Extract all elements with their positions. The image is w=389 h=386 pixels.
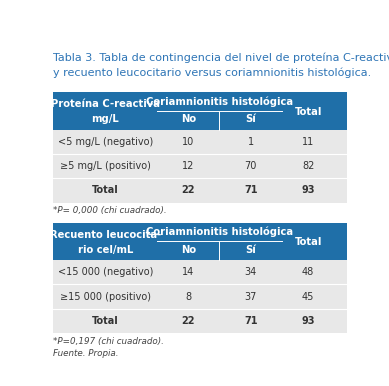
Text: <15 000 (negativo): <15 000 (negativo) [58,267,153,277]
Text: y recuento leucocitario versus coriamnionitis histológica.: y recuento leucocitario versus coriamnio… [53,68,371,78]
Text: *P= 0,000 (chi cuadrado).: *P= 0,000 (chi cuadrado). [53,206,167,215]
Bar [53,92,347,130]
Text: No: No [181,114,196,124]
Text: 71: 71 [244,316,258,326]
Text: 12: 12 [182,161,194,171]
Text: 8: 8 [185,291,191,301]
Text: Total: Total [294,107,322,117]
Text: *P=0,197 (chi cuadrado).: *P=0,197 (chi cuadrado). [53,337,164,346]
Text: 34: 34 [245,267,257,277]
Text: Proteína C-reactiva: Proteína C-reactiva [51,99,160,109]
Text: 10: 10 [182,137,194,147]
Text: 37: 37 [245,291,257,301]
Text: No: No [181,245,196,255]
Text: 14: 14 [182,267,194,277]
Text: Tabla 3. Tabla de contingencia del nivel de proteína C-reactiva: Tabla 3. Tabla de contingencia del nivel… [53,52,389,63]
Bar [53,130,347,154]
Bar [53,223,347,260]
Text: rio cel/mL: rio cel/mL [78,245,133,255]
Text: 1: 1 [248,137,254,147]
Bar [53,309,347,333]
Bar [53,260,347,284]
Text: 48: 48 [302,267,314,277]
Text: Coriamnionitis histológica: Coriamnionitis histológica [146,96,294,107]
Text: Total: Total [294,237,322,247]
Text: Recuento leucocita-: Recuento leucocita- [50,230,161,240]
Text: ≥15 000 (positivo): ≥15 000 (positivo) [60,291,151,301]
Bar [53,154,347,178]
Bar [53,178,347,203]
Text: Total: Total [92,316,119,326]
Text: 22: 22 [182,185,195,195]
Text: Sí: Sí [245,245,256,255]
Text: 22: 22 [182,316,195,326]
Text: 82: 82 [302,161,314,171]
Text: 45: 45 [302,291,314,301]
Text: ≥5 mg/L (positivo): ≥5 mg/L (positivo) [60,161,151,171]
Text: Fuente. Propia.: Fuente. Propia. [53,349,119,357]
Text: 71: 71 [244,185,258,195]
Text: mg/L: mg/L [91,114,119,124]
Text: 93: 93 [301,185,315,195]
Text: Total: Total [92,185,119,195]
Bar [53,284,347,309]
Text: 11: 11 [302,137,314,147]
Text: 70: 70 [245,161,257,171]
Text: <5 mg/L (negativo): <5 mg/L (negativo) [58,137,153,147]
Text: 93: 93 [301,316,315,326]
Text: Coriamnionitis histológica: Coriamnionitis histológica [146,227,294,237]
Text: Sí: Sí [245,114,256,124]
